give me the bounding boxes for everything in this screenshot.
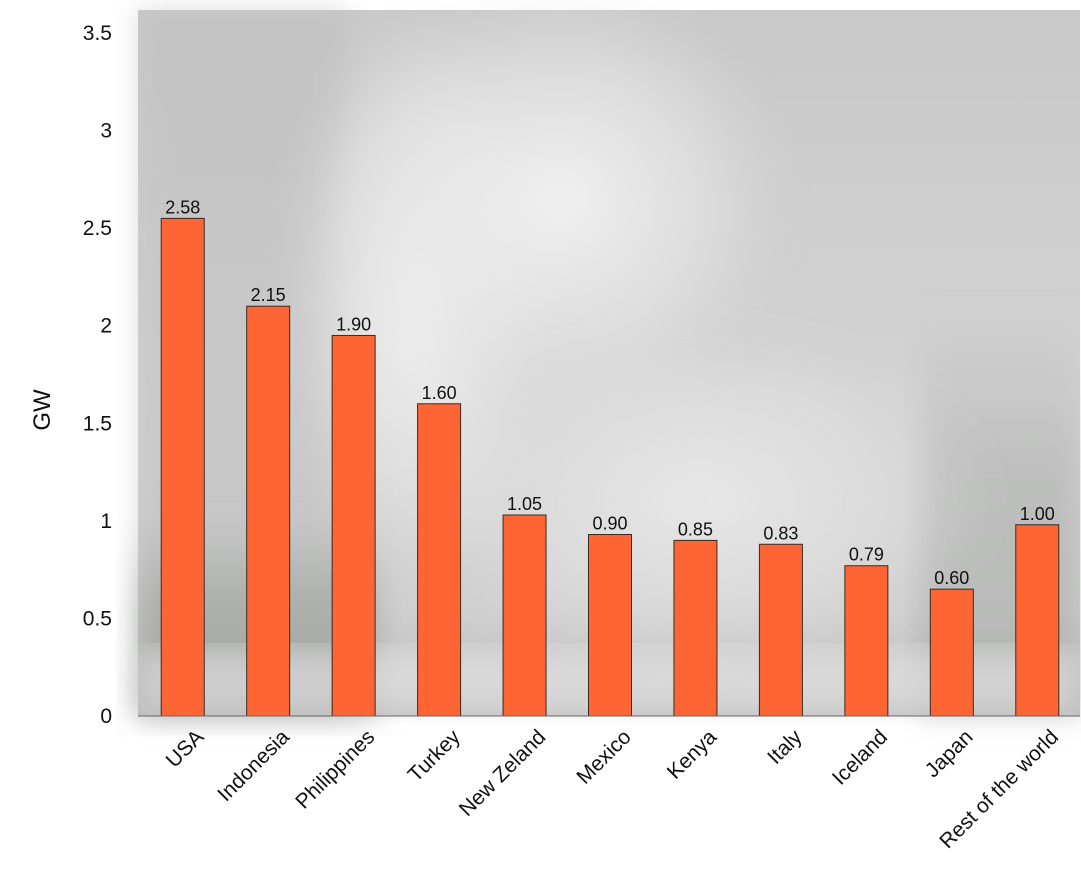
bar-value-label: 0.60 <box>934 568 969 588</box>
y-tick-label: 3.5 <box>83 22 112 45</box>
bar-value-label: 1.00 <box>1020 504 1055 524</box>
bar-value-label: 1.05 <box>507 494 542 514</box>
bar <box>929 588 974 717</box>
y-tick-label: 2 <box>100 315 112 338</box>
bar-value-label: 0.79 <box>849 545 884 565</box>
y-tick-label: 1.5 <box>83 412 112 435</box>
y-tick-label: 0 <box>100 705 112 728</box>
category-label: Indonesia <box>213 725 294 806</box>
y-tick-label: 0.5 <box>83 607 112 630</box>
category-label: Philippines <box>291 725 379 813</box>
category-label: Iceland <box>828 725 892 789</box>
y-axis: 0 0.5 1 1.5 2 2.5 3 3.5 <box>83 22 112 728</box>
category-label: Kenya <box>663 725 722 784</box>
y-tick-label: 1 <box>100 510 112 533</box>
category-label: Turkey <box>404 725 465 786</box>
bar <box>502 514 547 717</box>
bar <box>588 534 632 717</box>
data-labels: 2.58 2.15 1.90 1.60 1.05 0.90 0.85 0.83 0.79 0.60… <box>165 197 1055 588</box>
bar-value-label: 1.90 <box>336 314 371 334</box>
bar-value-label: 0.83 <box>763 523 798 543</box>
bar <box>673 539 718 717</box>
category-label: New Zeland <box>455 725 551 821</box>
bar-value-label: 0.85 <box>678 519 713 539</box>
y-tick-label: 2.5 <box>83 217 112 240</box>
bar <box>844 565 889 717</box>
bar <box>758 543 803 717</box>
bar <box>246 305 291 717</box>
bar <box>1015 524 1060 717</box>
bars <box>160 217 1060 717</box>
bar-value-label: 1.60 <box>422 383 457 403</box>
category-label: Mexico <box>572 725 635 788</box>
bar-value-label: 2.58 <box>165 197 200 217</box>
category-label: USA <box>162 725 209 772</box>
bar-value-label: 2.15 <box>251 285 286 305</box>
y-axis-title: GW <box>29 389 56 431</box>
y-tick-label: 3 <box>100 120 112 143</box>
category-label: Japan <box>921 725 978 782</box>
bar <box>331 334 376 717</box>
bar <box>417 403 462 717</box>
category-label: Italy <box>763 725 807 769</box>
bar-value-label: 0.90 <box>592 514 627 534</box>
background-photo <box>138 0 1080 716</box>
bar <box>160 217 205 717</box>
